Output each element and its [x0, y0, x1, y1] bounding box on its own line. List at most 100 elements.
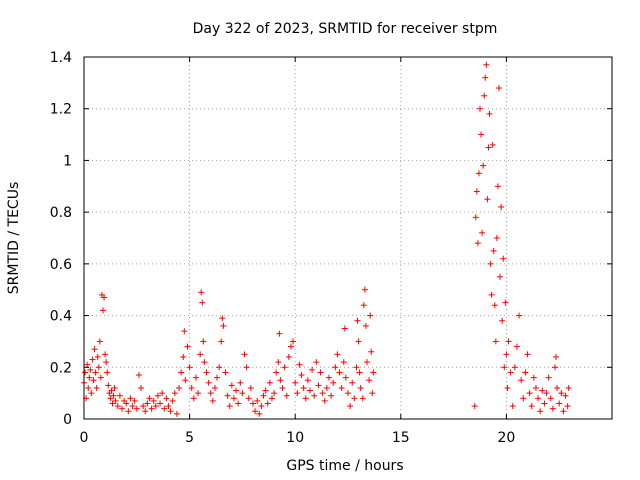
data-point — [266, 379, 273, 386]
data-point — [535, 395, 542, 402]
y-axis-label: SRMTID / TECUs — [6, 182, 22, 295]
data-point — [547, 395, 554, 402]
data-point — [256, 410, 263, 417]
data-point — [556, 400, 563, 407]
data-point — [109, 400, 116, 407]
data-point — [91, 346, 98, 353]
data-point — [219, 315, 226, 322]
data-points — [81, 61, 572, 417]
data-point — [276, 330, 283, 337]
data-point — [140, 403, 147, 410]
data-point — [497, 273, 504, 280]
data-point — [302, 395, 309, 402]
data-point — [491, 302, 498, 309]
data-point — [233, 387, 240, 394]
data-point — [277, 377, 284, 384]
data-point — [154, 392, 161, 399]
data-point — [112, 397, 119, 404]
data-point — [178, 369, 185, 376]
data-point — [311, 392, 318, 399]
data-point — [353, 364, 360, 371]
data-point — [218, 338, 225, 345]
data-point — [105, 382, 112, 389]
data-point — [203, 369, 210, 376]
y-tick-labels: 0 0.2 0.4 0.6 0.8 1 1.2 1.4 — [50, 50, 72, 428]
data-point — [334, 351, 341, 358]
data-point — [321, 397, 328, 404]
data-point — [362, 322, 369, 329]
data-point — [216, 364, 223, 371]
data-point — [520, 395, 527, 402]
data-point — [97, 374, 104, 381]
data-point — [211, 384, 218, 391]
data-point — [100, 307, 107, 314]
x-tick-label: 5 — [185, 430, 194, 446]
data-point — [298, 372, 305, 379]
data-point — [553, 353, 560, 360]
data-point — [138, 384, 145, 391]
data-point — [366, 377, 373, 384]
data-point — [504, 384, 511, 391]
data-point — [482, 74, 489, 81]
data-point — [315, 382, 322, 389]
y-tick-label: 1.4 — [50, 50, 72, 66]
data-point — [92, 369, 99, 376]
data-point — [271, 390, 278, 397]
data-point — [330, 379, 337, 386]
data-point — [88, 390, 95, 397]
y-tick-label: 1 — [63, 153, 72, 169]
data-point — [345, 390, 351, 397]
data-point — [176, 384, 183, 391]
data-point — [198, 289, 205, 296]
data-point — [188, 384, 195, 391]
data-point — [486, 110, 493, 117]
data-point — [472, 214, 479, 221]
data-point — [111, 384, 118, 391]
data-point — [342, 374, 349, 381]
data-point — [235, 400, 242, 407]
data-point — [509, 403, 516, 410]
data-point — [93, 384, 100, 391]
data-point — [328, 392, 335, 399]
data-point — [487, 260, 494, 267]
data-point — [367, 312, 374, 319]
data-point — [116, 392, 123, 399]
data-point — [281, 364, 288, 371]
data-point — [551, 364, 558, 371]
x-tick-label: 0 — [80, 430, 89, 446]
data-point — [560, 408, 567, 415]
data-point — [171, 390, 178, 397]
grid-lines — [84, 57, 612, 419]
data-point — [499, 317, 506, 324]
data-point — [262, 387, 269, 394]
data-point — [554, 384, 561, 391]
data-point — [181, 328, 188, 335]
data-point — [252, 408, 259, 415]
data-point — [290, 338, 297, 345]
data-point — [207, 390, 214, 397]
data-point — [110, 392, 117, 399]
data-point — [182, 377, 189, 384]
data-point — [167, 408, 174, 415]
data-point — [349, 379, 356, 386]
data-point — [273, 369, 280, 376]
data-point — [226, 403, 233, 410]
data-point — [150, 397, 157, 404]
data-point — [323, 384, 330, 391]
data-point — [95, 364, 102, 371]
data-point — [474, 240, 481, 247]
data-point — [220, 322, 227, 329]
x-tick-label: 20 — [497, 430, 515, 446]
data-point — [241, 351, 248, 358]
data-point — [279, 384, 286, 391]
data-point — [245, 395, 252, 402]
data-point — [89, 356, 96, 363]
data-point — [564, 403, 571, 410]
data-point — [230, 395, 237, 402]
y-tick-label: 0 — [63, 412, 72, 428]
data-point — [165, 403, 172, 410]
data-point — [201, 359, 208, 366]
data-point — [300, 384, 307, 391]
data-point — [485, 144, 492, 151]
